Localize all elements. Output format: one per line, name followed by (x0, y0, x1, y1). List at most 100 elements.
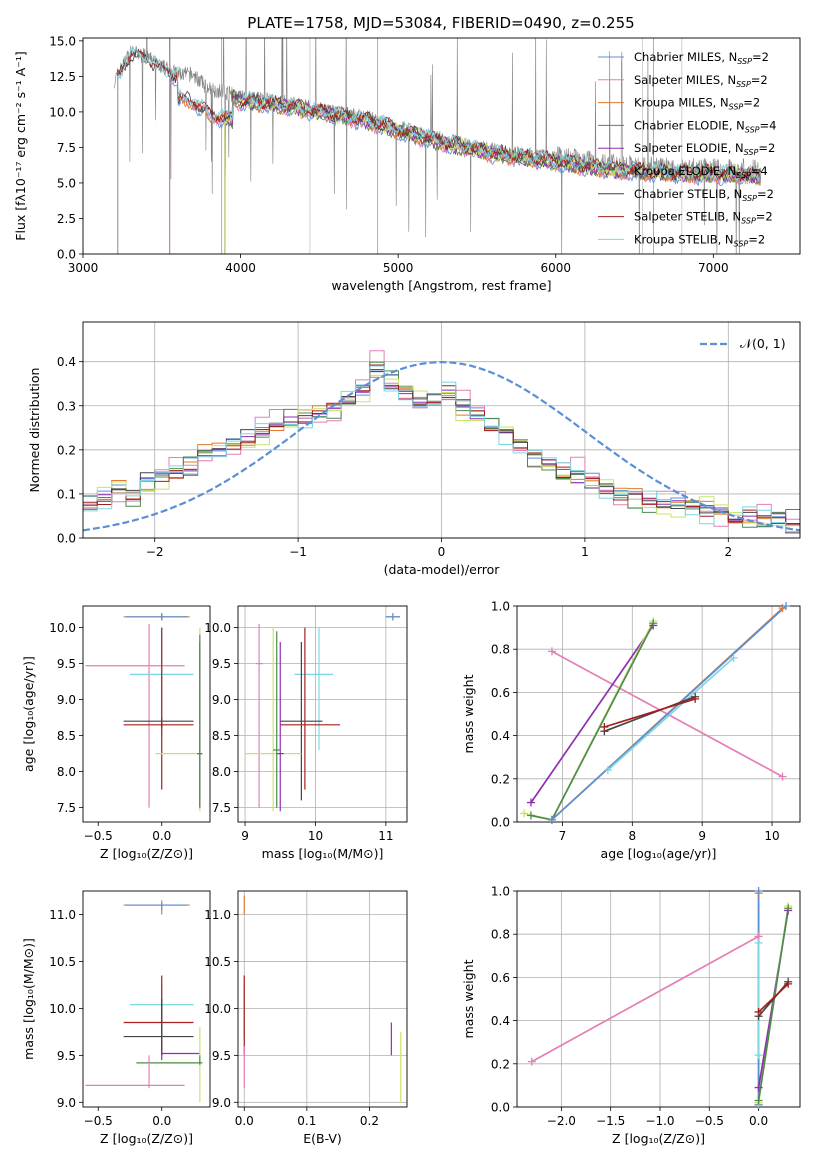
legend-sub: SSP (734, 239, 749, 248)
mw_vs_age-xtick-label: 8 (628, 829, 636, 843)
mass_vs_ebv-ytick-label: 10.5 (204, 955, 231, 969)
age_vs_mass-ytick-label: 8.0 (212, 765, 231, 779)
age_vs_Z-xtick-label: 0.0 (152, 829, 171, 843)
legend-tail: =2 (756, 210, 773, 224)
mw_vs_age-ytick-label: 1.0 (491, 600, 510, 614)
mw-marker-kroupa-stelib (603, 766, 612, 775)
mass_vs_Z-xtick-label: −0.5 (84, 1114, 113, 1128)
legend-tail: =4 (760, 118, 777, 132)
mass_vs_ebv-ytick-label: 10.0 (204, 1002, 231, 1016)
spectrum-xtick-label: 7000 (698, 261, 729, 275)
legend-tail: =2 (751, 73, 768, 87)
age_vs_mass-frame (237, 605, 408, 823)
residuals-xtick-label: −1 (289, 545, 307, 559)
legend-tail: =2 (758, 141, 775, 155)
age_vs_Z-ytick-label: 9.0 (57, 693, 76, 707)
mw_vs_Z-plot-area (531, 891, 790, 1105)
residuals-ylabel: Normed distribution (27, 368, 42, 493)
residuals-xtick-label: 2 (724, 545, 732, 559)
legend-sub: SSP (736, 171, 751, 180)
mass_vs_Z-ytick-label: 9.5 (57, 1049, 76, 1063)
spectrum-xtick-label: 6000 (540, 261, 571, 275)
legend-entry: Kroupa ELODIE, NSSP=4 (634, 164, 768, 180)
mw-marker-chabrier-miles (754, 887, 763, 895)
legend-text: Salpeter STELIB, N (634, 210, 741, 224)
age_vs_Z-ytick-label: 7.5 (57, 801, 76, 815)
spectrum-xtick-label: 4000 (225, 261, 256, 275)
age_vs_Z-ytick-label: 8.0 (57, 765, 76, 779)
residuals-plot-area (83, 350, 800, 534)
spectrum-ytick-label: 2.5 (57, 212, 76, 226)
age_vs_Z-xtick-label: −0.5 (84, 829, 113, 843)
mw-marker-kroupa-elodie (519, 809, 528, 818)
mw-marker-kroupa-stelib (729, 653, 738, 662)
mass_vs_ebv-ytick-label: 9.5 (212, 1049, 231, 1063)
mw_vs_age-ytick-label: 0.0 (491, 816, 510, 830)
mass_vs_Z-ytick-label: 9.0 (57, 1096, 76, 1110)
mw-marker-salpeter-stelib (691, 694, 700, 703)
age_vs_mass-plot-area (245, 613, 400, 812)
mass_vs_Z-xlabel: Z [log₁₀(Z/Z⊙)] (100, 1131, 193, 1146)
legend-sub: SSP (741, 217, 756, 226)
residuals-xtick-label: 1 (581, 545, 589, 559)
age_vs_Z-ytick-label: 8.5 (57, 729, 76, 743)
age_vs_Z-panel: −0.5 0.0 7.5 8.0 8.5 9.0 9.5 10.0 Z [log₁₀(Z/Z⊙)… (21, 605, 211, 861)
spectrum-xtick-label: 3000 (68, 261, 99, 275)
mw_vs_Z-xtick-label: −2.0 (547, 1114, 576, 1128)
mw-line-salpeter-miles (531, 935, 760, 1063)
mw_vs_Z-xtick-label: −0.5 (695, 1114, 724, 1128)
residuals-xlabel: (data-model)/error (384, 562, 501, 577)
mass_vs_ebv-panel: 0.0 0.1 0.2 9.0 9.5 10.0 10.5 11.0 E(B-V) (204, 890, 408, 1146)
spectrum-model-salpeter-elodie (224, 92, 761, 254)
age_vs_Z-ytick-label: 10.0 (49, 621, 76, 635)
residual-hist-kroupa-stelib (83, 365, 800, 532)
residuals-xtick-label: −2 (146, 545, 164, 559)
mw-line-chabrier-stelib (603, 695, 696, 733)
age_vs_mass-xtick-label: 10 (308, 829, 323, 843)
legend-tail: =2 (743, 96, 760, 110)
mw_vs_Z-ytick-label: 0.2 (491, 1057, 510, 1071)
legend-text: Salpeter MILES, N (634, 73, 736, 87)
mw-marker-chabrier-miles (547, 815, 556, 824)
mw-line-chabrier-miles (551, 606, 787, 821)
mw-line-salpeter-elodie (530, 624, 654, 804)
residuals-ytick-label: 0.0 (57, 532, 76, 546)
legend-sub: SSP (744, 148, 759, 157)
spectrum-plot-area (114, 38, 761, 254)
spectrum-title: PLATE=1758, MJD=53084, FIBERID=0490, z=0… (247, 14, 634, 32)
legend-tail: =2 (752, 50, 769, 64)
residuals-xtick-label: 0 (438, 545, 446, 559)
spectrum-xlabel: wavelength [Angstrom, rest frame] (331, 278, 551, 293)
mw_vs_Z-ytick-label: 1.0 (491, 885, 510, 899)
spectrum-ytick-label: 10.0 (49, 105, 76, 119)
mass_vs_ebv-xtick-label: 0.1 (297, 1114, 316, 1128)
mw_vs_age-xtick-label: 9 (698, 829, 706, 843)
age_vs_Z-xlabel: Z [log₁₀(Z/Z⊙)] (100, 846, 193, 861)
mass_vs_ebv-ytick-label: 9.0 (212, 1096, 231, 1110)
mw_vs_Z-ytick-label: 0.8 (491, 928, 510, 942)
spectrum-ytick-label: 5.0 (57, 176, 76, 190)
legend-entry: Kroupa STELIB, NSSP=2 (634, 232, 765, 248)
spectrum-model-salpeter-stelib (117, 48, 761, 254)
spectrum-panel: 3000 4000 5000 6000 7000 0.0 2.5 5.0 7.5 10.0 12.5… (13, 34, 801, 293)
legend-sub: SSP (736, 80, 751, 89)
mass_vs_Z-ytick-label: 10.0 (49, 1002, 76, 1016)
age_vs_mass-xtick-label: 11 (378, 829, 393, 843)
mw-marker-salpeter-miles (778, 772, 787, 781)
legend-text: Chabrier MILES, N (634, 50, 737, 64)
spectrum-ytick-label: 0.0 (57, 248, 76, 262)
legend-sub: SSP (745, 125, 760, 134)
legend-text: Chabrier ELODIE, N (634, 118, 745, 132)
mw-marker-chabrier-elodie (649, 619, 658, 628)
mw_vs_Z-xlabel: Z [log₁₀(Z/Z⊙)] (612, 1131, 705, 1146)
mw_vs_age-ylabel: mass weight (461, 674, 476, 753)
mw-marker-salpeter-miles (547, 647, 556, 656)
mw-marker-salpeter-elodie (526, 798, 535, 807)
mass_vs_ebv-frame (237, 890, 408, 1108)
spectrum-ytick-label: 7.5 (57, 141, 76, 155)
age_vs_Z-plot-area (85, 613, 203, 812)
mw_vs_Z-frame (516, 890, 801, 1108)
legend-text: Kroupa ELODIE, N (634, 164, 736, 178)
